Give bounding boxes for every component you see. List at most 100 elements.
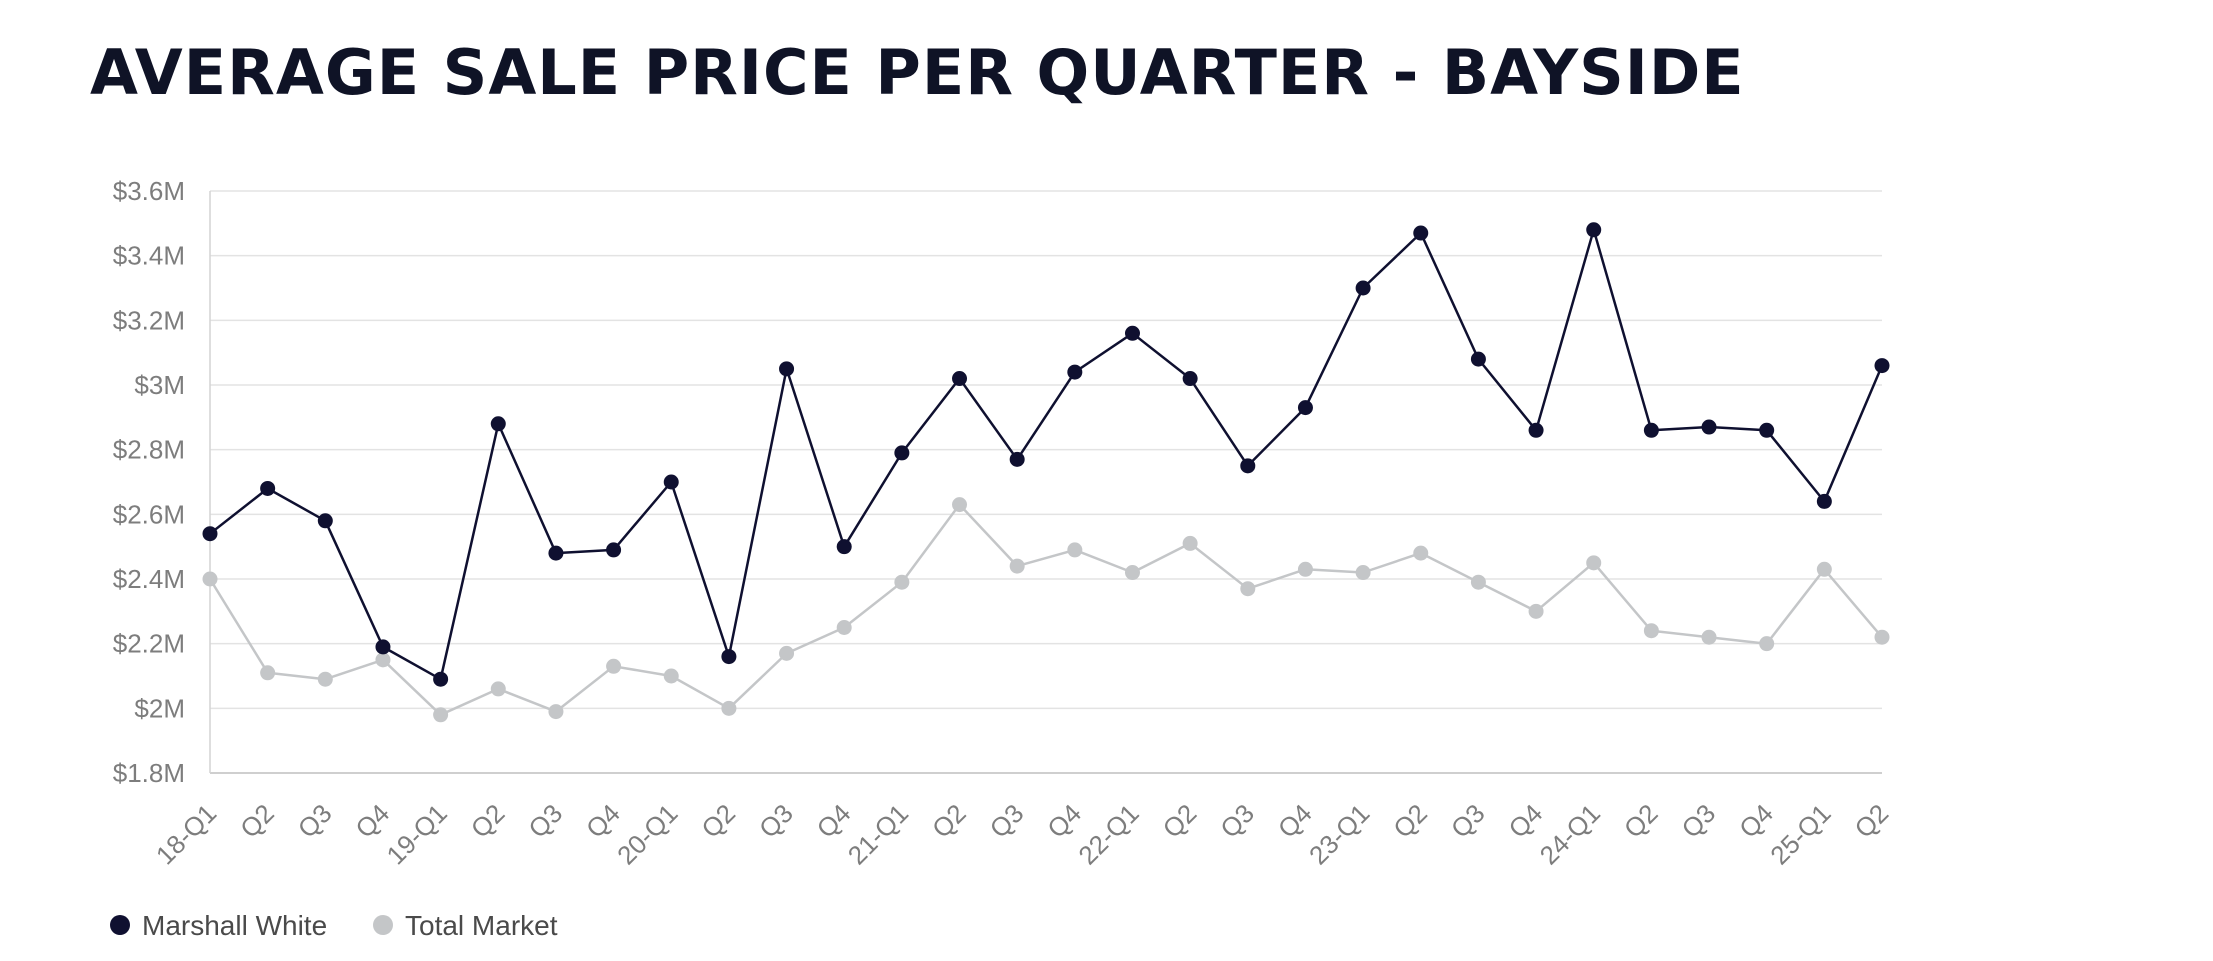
- x-tick-label: Q3: [1445, 798, 1491, 844]
- y-tick-label: $1.8M: [113, 758, 185, 788]
- data-point-total-market: [952, 497, 968, 513]
- x-tick-label: Q3: [292, 798, 338, 844]
- x-tick-label: 21-Q1: [842, 798, 914, 870]
- data-point-marshall-white: [1470, 351, 1486, 367]
- data-point-total-market: [548, 704, 564, 720]
- grid-lines: [210, 190, 1882, 774]
- data-point-total-market: [836, 620, 852, 635]
- data-point-marshall-white: [490, 416, 506, 432]
- series-line-total-market: [208, 503, 1883, 717]
- data-point-marshall-white: [1759, 422, 1775, 438]
- data-point-total-market: [606, 658, 622, 674]
- data-point-total-market: [1009, 558, 1025, 574]
- x-tick-label: Q4: [1272, 798, 1318, 844]
- data-point-total-market: [1586, 555, 1602, 571]
- data-point-total-market: [202, 571, 218, 587]
- x-tick-label: Q4: [349, 798, 395, 844]
- x-tick-label: 22-Q1: [1072, 798, 1144, 870]
- y-tick-label: $2.8M: [113, 435, 185, 465]
- data-point-total-market: [1124, 565, 1140, 581]
- y-tick-label: $2.4M: [113, 564, 185, 594]
- series-total-market: [202, 497, 1890, 723]
- data-point-total-market: [1355, 565, 1371, 581]
- data-point-marshall-white: [1067, 364, 1083, 380]
- x-tick-label: Q3: [1214, 798, 1260, 844]
- x-tick-label: Q2: [926, 798, 972, 844]
- data-point-total-market: [1413, 545, 1429, 561]
- x-tick-label: Q3: [984, 798, 1030, 844]
- legend: Marshall White Total Market: [110, 910, 558, 941]
- x-tick-label: Q2: [1157, 798, 1203, 844]
- x-tick-label: Q4: [1733, 798, 1779, 844]
- data-point-total-market: [1528, 603, 1544, 619]
- data-point-marshall-white: [952, 371, 968, 387]
- x-tick-label: Q3: [522, 798, 568, 844]
- data-point-marshall-white: [721, 649, 737, 665]
- data-point-marshall-white: [1528, 422, 1544, 438]
- data-point-total-market: [721, 700, 737, 716]
- data-point-total-market: [375, 652, 391, 668]
- data-point-marshall-white: [663, 474, 679, 490]
- y-tick-label: $3M: [134, 370, 185, 400]
- data-point-total-market: [1470, 574, 1486, 590]
- x-tick-label: Q2: [1618, 798, 1664, 844]
- x-tick-label: 20-Q1: [611, 798, 683, 870]
- x-tick-label: 19-Q1: [381, 798, 453, 870]
- x-tick-label: Q2: [1387, 798, 1433, 844]
- data-point-marshall-white: [548, 545, 564, 561]
- x-tick-label: Q4: [580, 798, 626, 844]
- data-point-marshall-white: [1240, 458, 1256, 474]
- data-point-marshall-white: [317, 513, 333, 529]
- x-tick-label: Q3: [1676, 798, 1722, 844]
- legend-marker-marshall-white: [110, 915, 130, 935]
- data-point-marshall-white: [1586, 222, 1602, 238]
- data-point-total-market: [317, 671, 333, 687]
- x-tick-label: Q3: [753, 798, 799, 844]
- x-tick-label: 25-Q1: [1764, 798, 1836, 870]
- data-point-marshall-white: [1701, 419, 1717, 435]
- y-tick-label: $2.6M: [113, 499, 185, 529]
- y-tick-label: $2M: [134, 693, 185, 723]
- x-tick-label: 23-Q1: [1303, 798, 1375, 870]
- data-point-marshall-white: [1874, 358, 1890, 374]
- data-point-total-market: [779, 645, 795, 661]
- data-point-total-market: [1182, 535, 1198, 551]
- data-point-marshall-white: [375, 639, 391, 655]
- data-point-total-market: [433, 707, 449, 723]
- data-point-marshall-white: [1816, 493, 1832, 509]
- data-point-total-market: [663, 668, 679, 684]
- data-point-marshall-white: [1009, 451, 1025, 467]
- y-tick-label: $3.2M: [113, 305, 185, 335]
- data-point-marshall-white: [1413, 225, 1429, 241]
- x-tick-label: Q2: [234, 798, 280, 844]
- data-point-marshall-white: [1124, 325, 1140, 341]
- data-point-total-market: [1759, 636, 1775, 652]
- data-point-marshall-white: [836, 539, 852, 555]
- x-tick-label: Q4: [811, 798, 857, 844]
- data-point-total-market: [1240, 581, 1256, 597]
- data-point-total-market: [1816, 561, 1832, 577]
- data-point-marshall-white: [260, 480, 276, 496]
- x-tick-label: Q4: [1503, 798, 1549, 844]
- y-tick-label: $2.2M: [113, 629, 185, 659]
- data-point-marshall-white: [606, 542, 622, 558]
- x-tick-label: Q2: [695, 798, 741, 844]
- data-point-marshall-white: [1182, 371, 1198, 387]
- data-point-marshall-white: [779, 361, 795, 377]
- series-line-marshall-white: [209, 228, 1884, 681]
- y-tick-label: $3.4M: [113, 241, 185, 271]
- data-point-total-market: [490, 681, 506, 697]
- legend-label-total-market: Total Market: [405, 910, 558, 941]
- data-point-marshall-white: [1297, 400, 1313, 416]
- legend-label-marshall-white: Marshall White: [142, 910, 327, 941]
- data-point-marshall-white: [1355, 280, 1371, 296]
- data-point-marshall-white: [894, 445, 910, 461]
- x-tick-label: Q2: [1849, 798, 1895, 844]
- data-point-total-market: [1643, 623, 1659, 639]
- data-point-total-market: [894, 574, 910, 590]
- data-point-marshall-white: [433, 671, 449, 687]
- data-point-total-market: [1701, 629, 1717, 645]
- data-point-total-market: [260, 665, 276, 681]
- y-axis-ticks: $3.6M $3.4M $3.2M $3M $2.8M $2.6M $2.4M $2.2M $2…: [113, 176, 185, 788]
